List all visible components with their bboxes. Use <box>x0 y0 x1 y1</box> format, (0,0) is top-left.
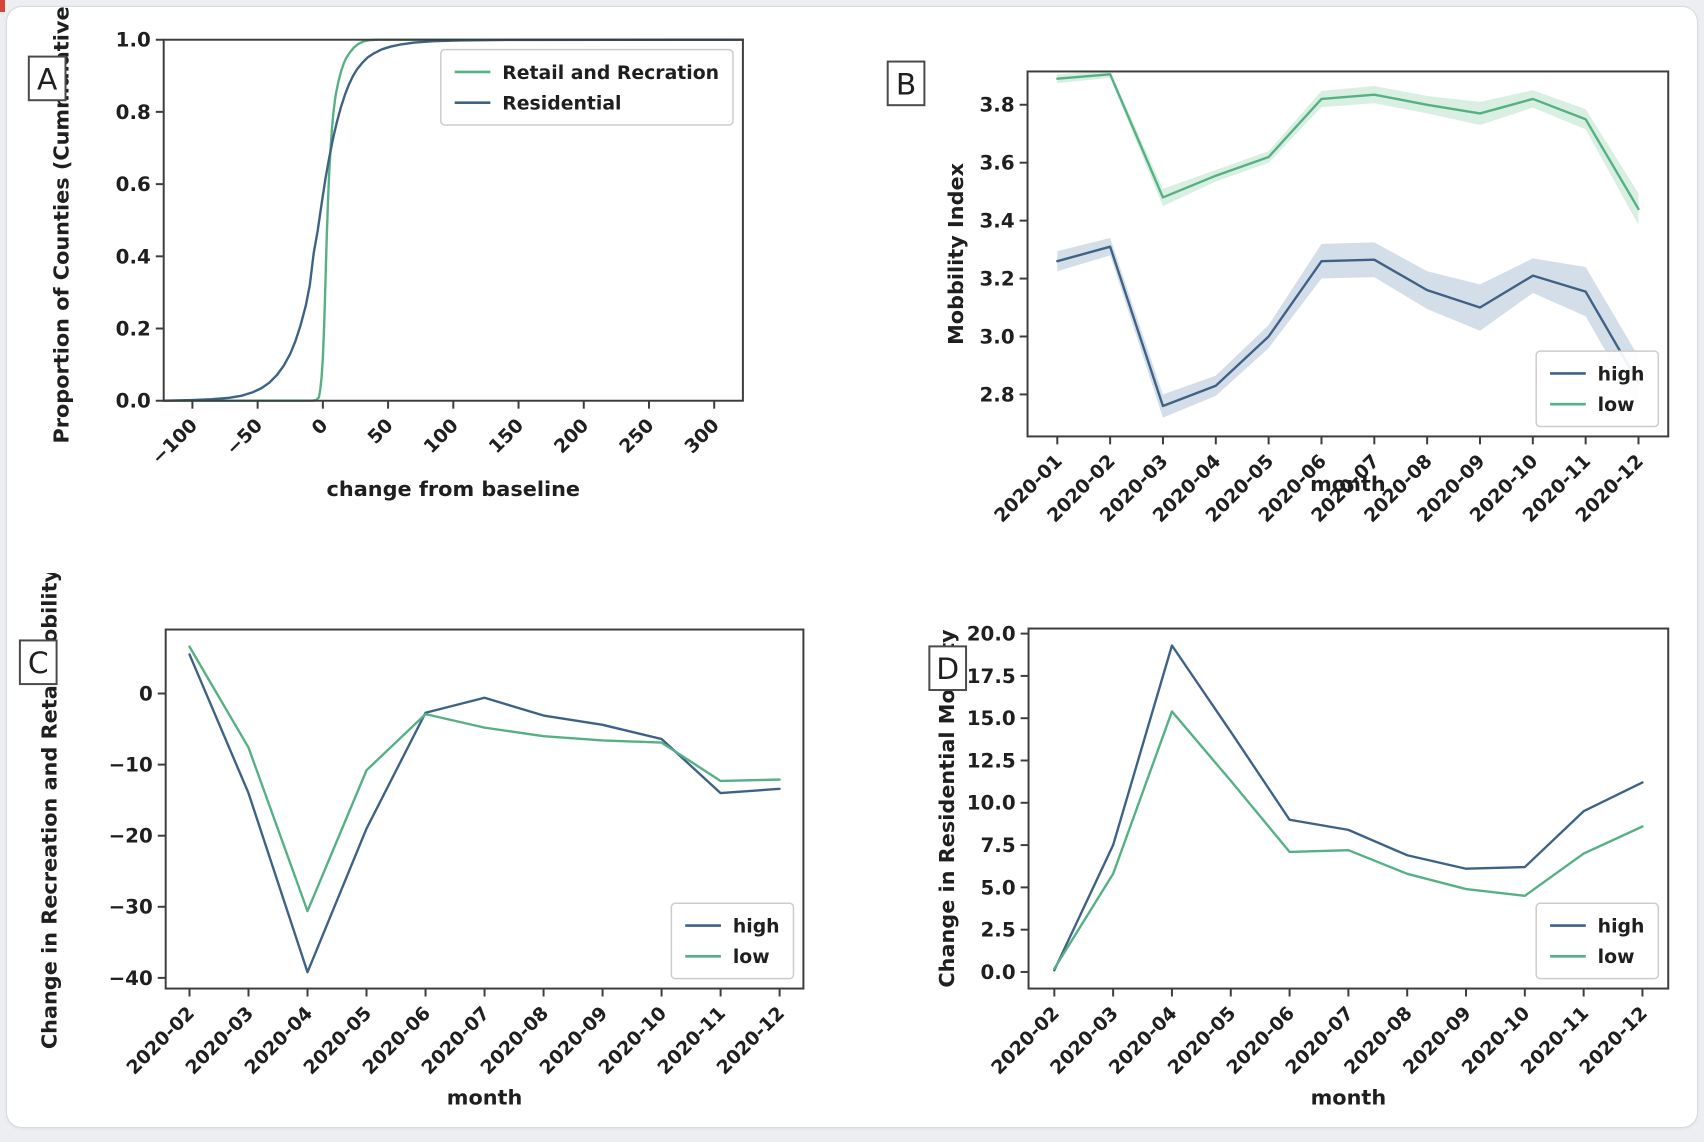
y-tick-label: 3.0 <box>980 325 1015 348</box>
y-tick-label: 1.0 <box>116 29 151 52</box>
series-high <box>188 653 781 974</box>
y-tick-label: 15.0 <box>967 707 1016 730</box>
x-tick-label: 250 <box>616 415 659 458</box>
band-high <box>1057 237 1639 418</box>
series-low <box>188 645 781 913</box>
screen-edge-artifact <box>0 0 5 12</box>
series-high <box>1053 644 1644 972</box>
legend: high low <box>670 902 795 980</box>
series-Retail and Recration <box>162 38 744 402</box>
y-tick-label: 12.5 <box>967 750 1016 773</box>
x-tick-label: 150 <box>485 415 528 458</box>
y-tick-label: −40 <box>109 967 153 990</box>
x-axis-label: month <box>447 1086 523 1110</box>
legend-label: low <box>1598 948 1635 969</box>
legend-box <box>670 902 795 980</box>
series-high <box>1056 245 1640 408</box>
panel-b: 2.8 3.0 3.2 3.4 3.6 3.8 2020-01 2020-02 2020-03 2… <box>852 7 1697 573</box>
series-low <box>1053 710 1644 971</box>
panel-letter-box <box>886 60 926 107</box>
band-low <box>1057 70 1639 225</box>
legend-box <box>1535 350 1660 428</box>
plot-area <box>188 645 781 974</box>
panel-letter-box <box>928 645 968 692</box>
y-tick-label: 0.8 <box>116 101 151 124</box>
plot-border <box>164 628 805 990</box>
legend-label: Retail and Recration <box>502 63 719 84</box>
y-tick-label: 7.5 <box>981 834 1016 857</box>
y-tick-label: 0.4 <box>116 245 151 268</box>
y-tick-label: 5.0 <box>981 877 1016 900</box>
x-tick-label: −100 <box>148 415 202 469</box>
y-tick-label: −20 <box>109 825 153 848</box>
panel-d-chart: 0.02.55.07.510.012.515.017.520.02020-022… <box>928 623 1670 1110</box>
legend: high low <box>1535 350 1660 428</box>
panel-c-chart: 0−10−20−30−402020-022020-032020-042020-0… <box>18 573 805 1110</box>
x-tick-label: 200 <box>551 415 594 458</box>
series-Residential <box>162 38 744 402</box>
plot-border <box>1026 70 1670 438</box>
panel-a: 0.0 0.2 0.4 0.6 0.8 1.0 −100 −50 0 50 100 150 200 250… <box>7 7 852 573</box>
x-axis-label: month <box>1311 1086 1387 1110</box>
x-tick-label: 50 <box>364 415 397 448</box>
x-tick-label: 100 <box>420 415 463 458</box>
legend: Retail and Recration Residential <box>440 48 734 126</box>
y-axis-label: Mobbility Index <box>944 162 968 345</box>
panel-letter-box <box>27 55 67 102</box>
y-tick-label: 2.5 <box>981 919 1016 942</box>
legend-label: high <box>733 917 780 938</box>
x-tick-label: 0 <box>308 415 332 439</box>
y-tick-label: 20.0 <box>967 623 1016 646</box>
panel-letter: B <box>896 67 916 102</box>
plot-area <box>1056 70 1640 418</box>
y-tick-label: −10 <box>109 754 153 777</box>
plot-area <box>162 38 744 402</box>
y-tick-label: 0.2 <box>116 317 151 340</box>
legend-box <box>1535 902 1660 980</box>
panel-a-chart: 0.0 0.2 0.4 0.6 0.8 1.0 −100 −50 0 50 100 150 200 250… <box>27 7 744 501</box>
legend-label: high <box>1598 364 1645 385</box>
panel-c: 0 −10 −20 −30 −40 2020-02 2020-03 2020-04 2020-0… <box>7 573 852 1127</box>
panel-d: 0.0 2.5 5.0 7.5 10.0 12.5 15.0 17.5 20.0 2020-02 2… <box>852 573 1697 1127</box>
panel-letter-box <box>18 639 58 686</box>
panel-letter: A <box>37 62 58 97</box>
legend-label: low <box>1598 395 1635 416</box>
legend: high low <box>1535 902 1660 980</box>
figure-grid: 0.0 0.2 0.4 0.6 0.8 1.0 −100 −50 0 50 100 150 200 250… <box>7 7 1697 1127</box>
y-tick-label: 2.8 <box>980 383 1015 406</box>
legend-label: low <box>733 948 770 969</box>
y-tick-label: 10.0 <box>967 792 1016 815</box>
series-low <box>1056 73 1640 211</box>
y-tick-label: 3.4 <box>980 210 1015 233</box>
y-tick-label: 0.6 <box>116 173 151 196</box>
y-tick-label: 0 <box>139 683 153 706</box>
x-axis-label: month <box>1310 472 1386 496</box>
panel-b-chart: 2.83.03.23.43.63.82020-012020-022020-032… <box>886 60 1670 527</box>
y-tick-label: 0.0 <box>981 961 1016 984</box>
legend-label: Residential <box>502 94 621 115</box>
plot-border <box>1027 627 1670 990</box>
legend-label: high <box>1598 917 1645 938</box>
legend-box <box>440 48 734 126</box>
y-tick-label: −30 <box>109 896 153 919</box>
y-tick-label: 3.2 <box>980 268 1015 291</box>
plot-area <box>1053 644 1644 972</box>
panel-letter: D <box>936 652 959 687</box>
x-axis-label: change from baseline <box>327 477 580 501</box>
y-tick-label: 17.5 <box>967 665 1016 688</box>
panel-letter: C <box>28 646 49 681</box>
x-tick-label: −50 <box>223 415 268 460</box>
y-tick-label: 3.6 <box>980 152 1015 175</box>
figure-card: 0.0 0.2 0.4 0.6 0.8 1.0 −100 −50 0 50 100 150 200 250… <box>6 6 1698 1128</box>
y-tick-label: 0.0 <box>116 390 151 413</box>
y-tick-label: 3.8 <box>980 94 1015 117</box>
x-tick-label: 300 <box>681 415 724 458</box>
